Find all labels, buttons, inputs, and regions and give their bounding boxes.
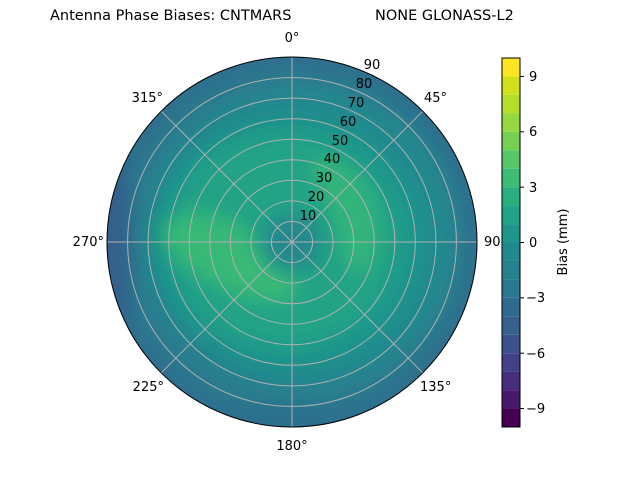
radial-label: 50 xyxy=(332,134,349,149)
colorbar-tick: 9 xyxy=(529,70,537,85)
polar-grid xyxy=(107,57,477,427)
angle-label: 225° xyxy=(133,380,164,395)
angle-label: 90° xyxy=(484,235,507,250)
angle-label: 45° xyxy=(424,91,447,106)
angle-label: 0° xyxy=(285,31,300,46)
colorbar-tick: −6 xyxy=(526,347,545,362)
colorbar-tick: −3 xyxy=(526,291,545,306)
angle-label: 180° xyxy=(276,439,307,454)
angle-label: 135° xyxy=(420,380,451,395)
colorbar-label: Bias (mm) xyxy=(556,209,571,276)
radial-tick-labels: 10 20 30 40 50 60 70 80 90 xyxy=(300,58,381,224)
chart-title-right: NONE GLONASS-L2 xyxy=(375,8,514,24)
radial-label: 20 xyxy=(308,190,325,205)
radial-label: 70 xyxy=(348,96,365,111)
colorbar-tick: 3 xyxy=(529,181,537,196)
radial-label: 30 xyxy=(316,171,333,186)
angle-label: 270° xyxy=(73,235,104,250)
radial-label: 40 xyxy=(324,152,341,167)
colorbar-tick: −9 xyxy=(526,402,545,417)
colorbar-tick: 0 xyxy=(529,236,537,251)
radial-label: 10 xyxy=(300,209,317,224)
angular-tick-labels: 0° 45° 90° 135° 180° 225° 270° 315° xyxy=(73,31,507,454)
chart-title-left: Antenna Phase Biases: CNTMARS xyxy=(50,8,292,24)
radial-label: 80 xyxy=(356,77,373,92)
radial-label: 90 xyxy=(364,58,381,73)
angle-label: 315° xyxy=(132,91,163,106)
colorbar: 9 6 3 0 −3 −6 −9 Bias (mm) xyxy=(501,57,571,428)
radial-label: 60 xyxy=(340,115,357,130)
polar-frame xyxy=(106,56,478,428)
colorbar-tick: 6 xyxy=(529,125,537,140)
